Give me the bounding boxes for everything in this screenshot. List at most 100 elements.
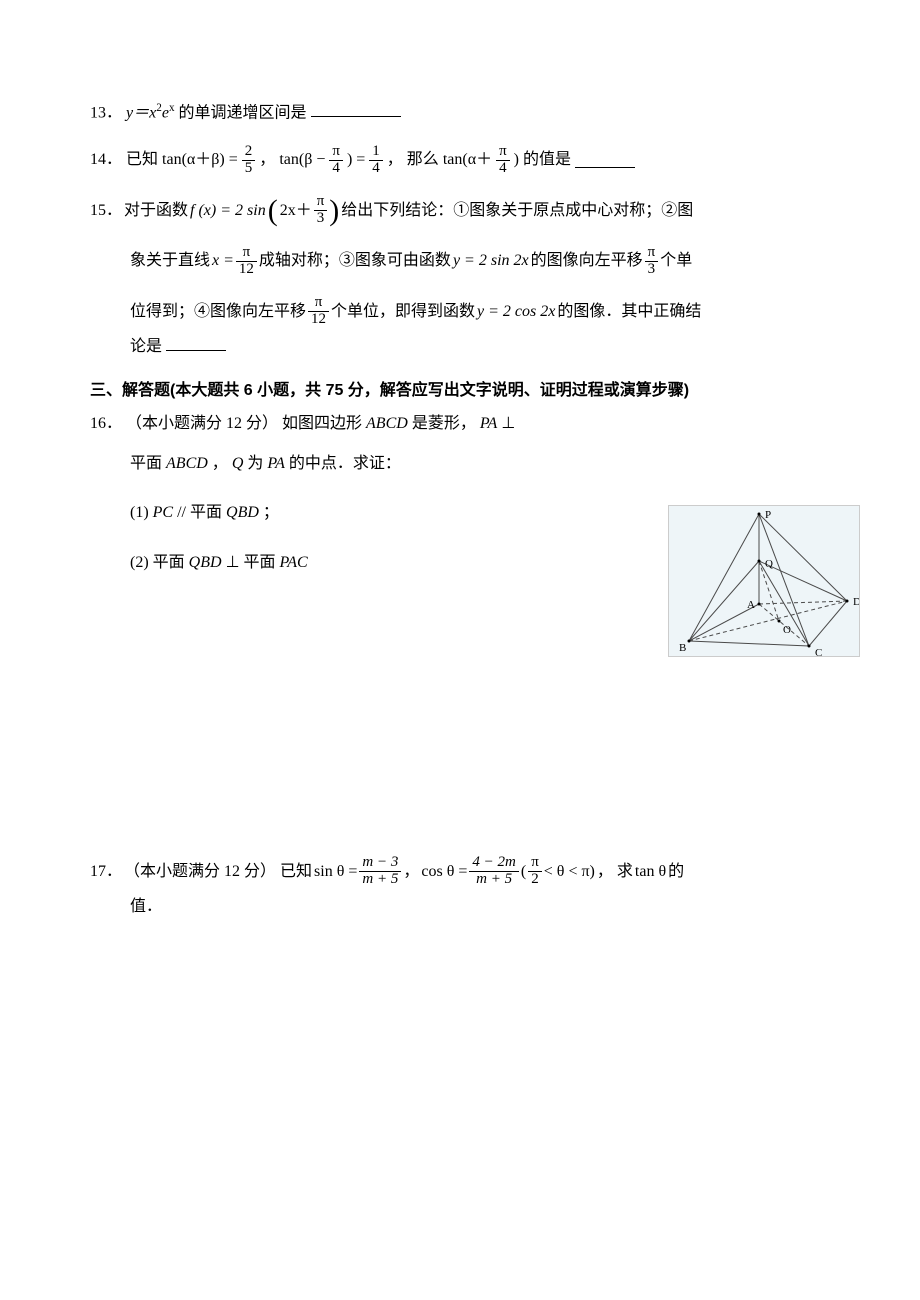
svg-text:P: P — [765, 509, 771, 521]
q17-sin-label: sin θ = — [314, 859, 357, 885]
page: 13． y＝x2ex 的单调递增区间是 14． 已知 tan(α＋β) = 2 … — [0, 0, 920, 1300]
q17-lt1: < θ < π) — [544, 859, 595, 885]
q13-sup2: x — [169, 102, 175, 114]
q15-line3-pi12-den: 12 — [308, 311, 329, 328]
q17-halfpi-num: π — [528, 855, 542, 871]
q16-p2-a: (2) 平面 — [130, 554, 189, 571]
q16-pa: PA — [480, 415, 497, 432]
q14-expr3-pi-num: π — [496, 144, 510, 160]
q15-line2-pi12-num: π — [236, 245, 257, 261]
q17-cos-frac: 4 − 2m m + 5 — [469, 855, 518, 888]
svg-text:Q: Q — [765, 558, 773, 570]
q15-line3-y2cos2x: y = 2 cos 2x — [477, 299, 555, 325]
q15-fx-pi-den: 3 — [314, 210, 328, 227]
q17-paren-open: ( — [521, 859, 526, 885]
q14-comma2: ， 那么 — [387, 147, 439, 173]
q17-tan-theta: tan θ — [635, 859, 666, 885]
q15-line2-b: 成轴对称；③图象可由函数 — [259, 248, 451, 274]
q16-p1-c: ； — [263, 504, 279, 521]
q16-line2-d: 的中点．求证： — [289, 455, 401, 472]
q16-p2-b: ⊥ 平面 — [226, 554, 280, 571]
svg-text:B: B — [679, 642, 686, 654]
q13-expr-y: y＝x — [126, 104, 156, 121]
q14-prefix: 已知 — [126, 147, 158, 173]
q15-fx-left: f (x) = 2 sin — [190, 198, 266, 224]
q17-halfpi: π 2 — [528, 855, 542, 888]
q16-line2-b: ， — [212, 455, 232, 472]
q15-number: 15． — [90, 198, 122, 224]
q15-line3-pi12-num: π — [308, 295, 329, 311]
q16-q: Q — [232, 455, 244, 472]
q15-line2-d: 个单 — [660, 248, 692, 274]
question-13: 13． y＝x2ex 的单调递增区间是 — [90, 100, 830, 126]
q14-frac1-den: 5 — [242, 160, 256, 177]
q15-fx-pi-num: π — [314, 194, 328, 210]
q14-expr2-pi: π 4 — [329, 144, 343, 177]
q15-line3-c: 的图像．其中正确结 — [557, 299, 701, 325]
q15-blank — [166, 336, 226, 351]
q14-expr2-mid: ) = — [347, 147, 365, 173]
q15-prefix: 对于函数 — [124, 198, 188, 224]
q15-after-fx: 给出下列结论：①图象关于原点成中心对称；②图 — [341, 198, 693, 224]
q15-line2-xeq: x = — [212, 248, 234, 274]
q14-expr3-right: ) — [514, 147, 519, 173]
q15-line2-c: 的图像向左平移 — [531, 248, 643, 274]
question-15: 15． 对于函数 f (x) = 2 sin ( 2x＋ π 3 ) 给出下列结… — [90, 194, 830, 359]
svg-text:A: A — [747, 599, 755, 611]
q14-frac2-num: 1 — [369, 144, 383, 160]
section-3-title: 三、解答题(本大题共 6 小题，共 75 分，解答应写出文字说明、证明过程或演算… — [90, 378, 830, 404]
svg-text:O: O — [783, 624, 791, 636]
q16-p2-qbd: QBD — [189, 554, 222, 571]
q16-p1-b: // 平面 — [177, 504, 226, 521]
q13-blank — [311, 102, 401, 117]
q15-line4: 论是 — [130, 338, 162, 355]
q16-line2-a: 平面 — [130, 455, 166, 472]
q14-expr3-left: tan(α＋ — [443, 147, 492, 173]
q17-comma: ， — [403, 859, 419, 885]
q17-halfpi-den: 2 — [528, 871, 542, 888]
q16-head2: 是菱形， — [412, 415, 480, 432]
q15-line3-pi12: π 12 — [308, 295, 329, 328]
q15-fx-pi: π 3 — [314, 194, 328, 227]
q15-line3-a: 位得到；④图像向左平移 — [130, 299, 306, 325]
q15-line2-a: 象关于直线 — [130, 248, 210, 274]
q16-line2-pa: PA — [267, 455, 284, 472]
q14-expr2-left: tan(β − — [279, 147, 325, 173]
q15-line2-y2sin2x: y = 2 sin 2x — [453, 248, 529, 274]
q17-cos-den: m + 5 — [469, 871, 518, 888]
q16-abcd: ABCD — [366, 415, 408, 432]
q17-tail-b: 的 — [668, 859, 684, 885]
svg-text:D: D — [853, 596, 860, 608]
q14-frac1: 2 5 — [242, 144, 256, 177]
q14-blank — [575, 152, 635, 167]
q17-sin-num: m − 3 — [359, 855, 401, 871]
q14-expr3-pi-den: 4 — [496, 160, 510, 177]
q16-figure: PQABCDO — [668, 505, 860, 657]
q17-cos-label: cos θ = — [421, 859, 467, 885]
q13-number: 13． — [90, 104, 122, 121]
q14-expr1-left: tan(α＋β) = — [162, 147, 238, 173]
q15-line2-pi3-num: π — [645, 245, 659, 261]
q15-rparen-icon: ) — [329, 196, 339, 226]
q17-head: （本小题满分 12 分） 已知 — [124, 859, 312, 885]
q16-p1-a: (1) — [130, 504, 153, 521]
q15-line2-pi12: π 12 — [236, 245, 257, 278]
q15-line2-pi3: π 3 — [645, 245, 659, 278]
q14-expr3-pi: π 4 — [496, 144, 510, 177]
q17-tail-a: ， 求 — [597, 859, 633, 885]
q14-number: 14． — [90, 147, 122, 173]
q17-number: 17． — [90, 859, 122, 885]
q16-number: 16． — [90, 415, 122, 432]
q14-frac2: 1 4 — [369, 144, 383, 177]
q15-line2-pi12-den: 12 — [236, 261, 257, 278]
q16-line2-c: 为 — [247, 455, 267, 472]
q14-tail: 的值是 — [523, 147, 571, 173]
q14-expr2-pi-num: π — [329, 144, 343, 160]
question-17: 17． （本小题满分 12 分） 已知 sin θ = m − 3 m + 5 … — [90, 855, 830, 919]
q15-line2-pi3-den: 3 — [645, 261, 659, 278]
q17-line2: 值． — [130, 898, 162, 915]
q13-expr-e: e — [162, 104, 169, 121]
q14-comma1: ， — [259, 147, 275, 173]
q15-fx-inner-a: 2x＋ — [280, 198, 312, 224]
q17-cos-num: 4 − 2m — [469, 855, 518, 871]
